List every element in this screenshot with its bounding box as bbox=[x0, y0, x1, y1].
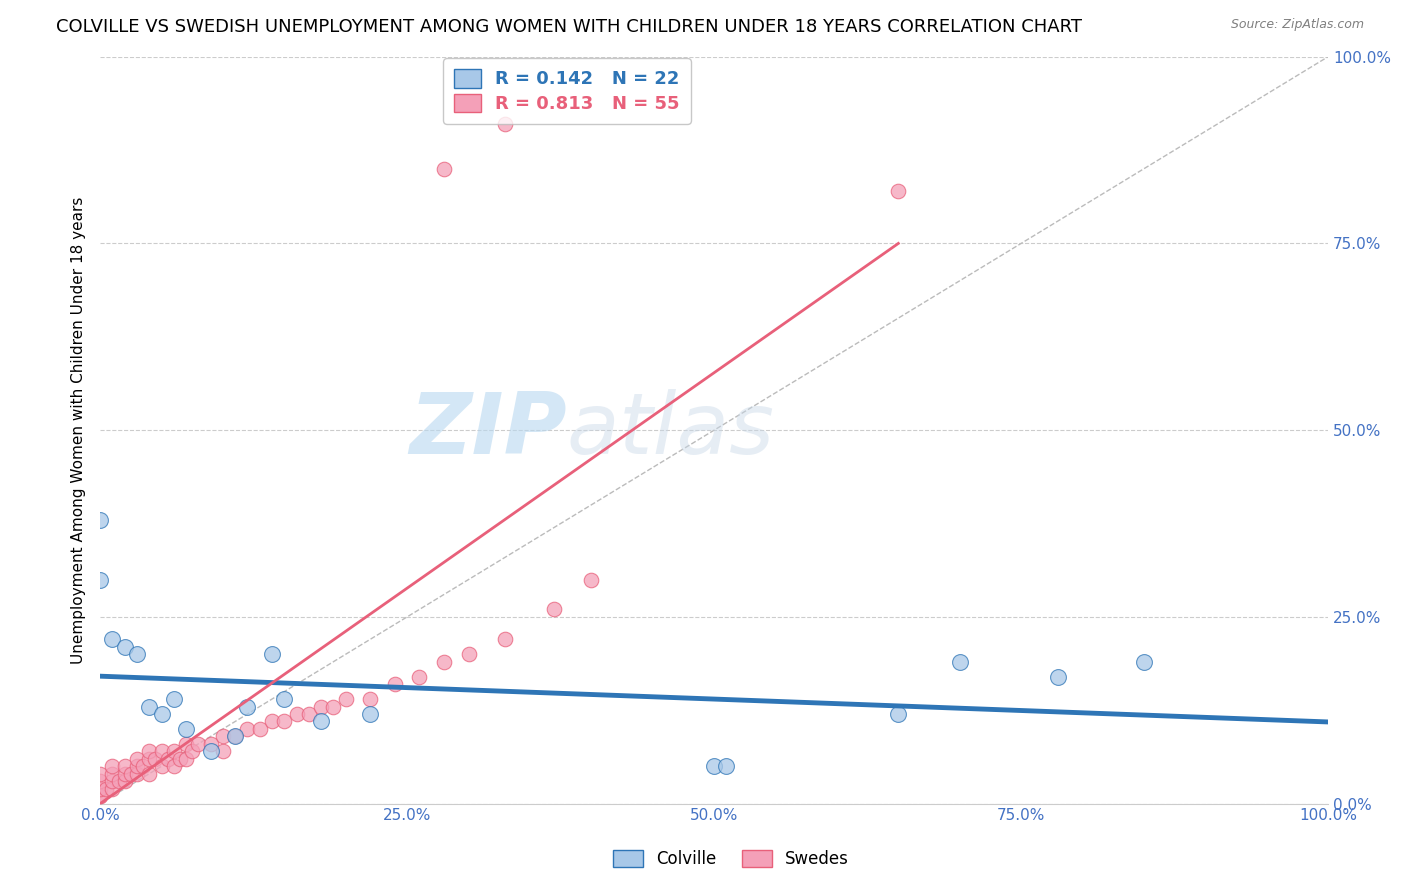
Point bbox=[285, 706, 308, 721]
Point bbox=[949, 655, 972, 669]
Point bbox=[114, 759, 136, 773]
Point bbox=[181, 744, 204, 758]
Point bbox=[581, 573, 603, 587]
Point bbox=[174, 752, 197, 766]
Point bbox=[163, 759, 186, 773]
Point bbox=[114, 766, 136, 780]
Point bbox=[433, 655, 456, 669]
Point bbox=[359, 692, 381, 706]
Point bbox=[150, 706, 173, 721]
Point bbox=[1046, 670, 1069, 684]
Point bbox=[494, 632, 516, 647]
Point bbox=[408, 670, 430, 684]
Point bbox=[89, 573, 111, 587]
Point bbox=[200, 744, 222, 758]
Point bbox=[249, 722, 271, 736]
Point bbox=[322, 699, 344, 714]
Point bbox=[298, 706, 321, 721]
Point bbox=[125, 752, 148, 766]
Point bbox=[138, 699, 160, 714]
Point bbox=[273, 714, 295, 729]
Point bbox=[107, 774, 129, 789]
Point bbox=[236, 699, 259, 714]
Point bbox=[114, 774, 136, 789]
Point bbox=[132, 759, 155, 773]
Point bbox=[187, 737, 209, 751]
Point bbox=[89, 766, 111, 780]
Point bbox=[260, 714, 283, 729]
Point bbox=[101, 632, 124, 647]
Point bbox=[224, 730, 246, 744]
Point bbox=[335, 692, 357, 706]
Point bbox=[494, 117, 516, 131]
Point bbox=[89, 789, 111, 804]
Point bbox=[101, 781, 124, 796]
Text: atlas: atlas bbox=[567, 389, 775, 472]
Point bbox=[433, 161, 456, 176]
Point bbox=[163, 744, 186, 758]
Point bbox=[1133, 655, 1156, 669]
Legend: R = 0.142   N = 22, R = 0.813   N = 55: R = 0.142 N = 22, R = 0.813 N = 55 bbox=[443, 58, 690, 124]
Point bbox=[200, 737, 222, 751]
Point bbox=[138, 766, 160, 780]
Text: COLVILLE VS SWEDISH UNEMPLOYMENT AMONG WOMEN WITH CHILDREN UNDER 18 YEARS CORREL: COLVILLE VS SWEDISH UNEMPLOYMENT AMONG W… bbox=[56, 18, 1083, 36]
Point bbox=[174, 737, 197, 751]
Point bbox=[212, 744, 235, 758]
Point bbox=[101, 774, 124, 789]
Y-axis label: Unemployment Among Women with Children Under 18 years: Unemployment Among Women with Children U… bbox=[72, 196, 86, 664]
Point bbox=[96, 781, 118, 796]
Point bbox=[101, 759, 124, 773]
Point bbox=[236, 722, 259, 736]
Text: Source: ZipAtlas.com: Source: ZipAtlas.com bbox=[1230, 18, 1364, 31]
Legend: Colville, Swedes: Colville, Swedes bbox=[606, 843, 856, 875]
Point bbox=[138, 744, 160, 758]
Point bbox=[114, 640, 136, 654]
Point bbox=[89, 781, 111, 796]
Text: ZIP: ZIP bbox=[409, 389, 567, 472]
Point bbox=[125, 759, 148, 773]
Point bbox=[163, 692, 186, 706]
Point bbox=[273, 692, 295, 706]
Point bbox=[543, 602, 565, 616]
Point bbox=[145, 752, 167, 766]
Point bbox=[169, 752, 191, 766]
Point bbox=[309, 714, 332, 729]
Point bbox=[174, 722, 197, 736]
Point bbox=[120, 766, 142, 780]
Point bbox=[384, 677, 406, 691]
Point bbox=[125, 766, 148, 780]
Point bbox=[89, 774, 111, 789]
Point bbox=[138, 752, 160, 766]
Point bbox=[212, 730, 235, 744]
Point bbox=[887, 706, 910, 721]
Point bbox=[101, 766, 124, 780]
Point bbox=[224, 730, 246, 744]
Point bbox=[89, 789, 111, 804]
Point bbox=[309, 699, 332, 714]
Point bbox=[359, 706, 381, 721]
Point bbox=[156, 752, 179, 766]
Point bbox=[125, 647, 148, 661]
Point bbox=[150, 744, 173, 758]
Point bbox=[887, 184, 910, 198]
Point bbox=[703, 759, 725, 773]
Point bbox=[89, 513, 111, 527]
Point bbox=[457, 647, 479, 661]
Point bbox=[260, 647, 283, 661]
Point bbox=[716, 759, 738, 773]
Point bbox=[150, 759, 173, 773]
